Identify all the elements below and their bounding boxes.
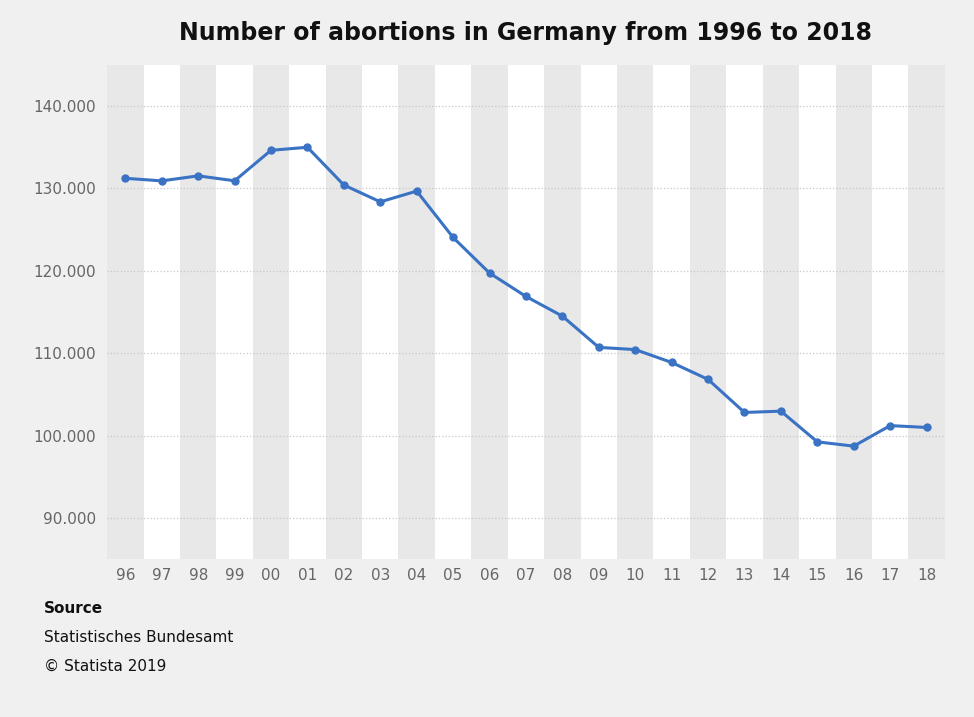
Bar	[690, 65, 727, 559]
Bar	[617, 65, 654, 559]
Bar	[325, 65, 362, 559]
Bar	[836, 65, 872, 559]
Title: Number of abortions in Germany from 1996 to 2018: Number of abortions in Germany from 1996…	[179, 21, 873, 44]
Bar	[398, 65, 435, 559]
Text: Statistisches Bundesamt: Statistisches Bundesamt	[44, 630, 233, 645]
Bar	[107, 65, 143, 559]
Bar	[253, 65, 289, 559]
Bar	[471, 65, 507, 559]
Bar	[544, 65, 581, 559]
Bar	[909, 65, 945, 559]
Text: Source: Source	[44, 601, 103, 616]
Text: © Statista 2019: © Statista 2019	[44, 658, 167, 673]
Bar	[763, 65, 799, 559]
Bar	[180, 65, 216, 559]
